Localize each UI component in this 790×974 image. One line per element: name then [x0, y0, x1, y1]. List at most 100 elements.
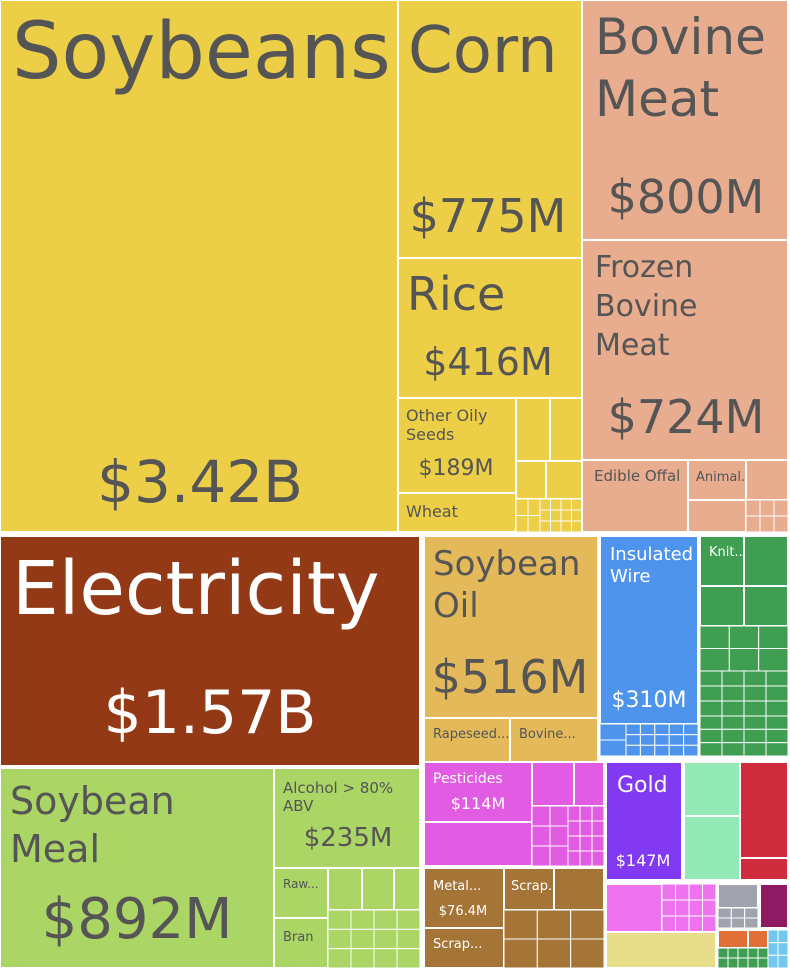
food-grid-tile	[327, 948, 352, 969]
label-electricity: Electricity	[12, 546, 380, 632]
tex-grid-c-tile	[721, 742, 745, 757]
animal-grid-tile	[745, 499, 761, 517]
food-grid-tile	[350, 948, 375, 969]
chem-grid-a-tile	[549, 845, 569, 867]
tile-veg-small	[515, 460, 547, 500]
tile-khaki	[605, 931, 717, 969]
label-soybean-meal-1: Meal	[10, 827, 100, 871]
pink-grid-tile	[661, 899, 676, 917]
tex-grid-c-tile	[721, 715, 745, 730]
chem-grid-a-tile	[531, 825, 551, 847]
gray-grid-tile	[744, 917, 759, 929]
value-rice: $416M	[423, 340, 553, 384]
label-frozen-bovine-meat-1: Bovine	[595, 289, 698, 324]
veg-grid-b-tile	[571, 520, 583, 533]
tile-food-small	[361, 867, 395, 911]
misc-green-grid-tile	[727, 947, 739, 959]
tex-grid-b-tile	[699, 700, 723, 717]
tile-scrap-b	[503, 867, 555, 911]
tile-electricity	[0, 535, 421, 767]
misc-green-grid-tile	[727, 957, 739, 969]
tile-scrap-a	[423, 927, 505, 969]
label-insulated-wire-1: Wire	[610, 566, 650, 587]
tex-grid-b-tile	[721, 685, 745, 702]
tile-bran	[273, 917, 329, 969]
tile-chem	[423, 821, 533, 867]
misc-green-grid-tile	[757, 957, 769, 969]
tex-grid-a-tile	[699, 625, 730, 649]
tile-soybeans	[0, 0, 399, 533]
food-grid-tile	[327, 928, 352, 950]
label-corn: Corn	[408, 14, 558, 88]
mach-grid-b-tile	[683, 723, 699, 736]
lightblue-grid-tile	[777, 954, 789, 969]
chem-grid-b-tile	[567, 805, 581, 822]
gray-grid-tile	[717, 917, 732, 929]
tex-grid-c-tile	[743, 715, 767, 730]
misc-green-grid-tile	[717, 957, 729, 969]
tex-grid-a-tile	[728, 648, 760, 672]
lightblue-grid-tile	[777, 929, 789, 944]
chem-grid-b-tile	[579, 850, 593, 867]
tile-metal	[423, 867, 505, 929]
pink-grid-tile	[675, 915, 690, 933]
lightblue-grid-tile	[777, 942, 789, 956]
tile-corn	[397, 0, 583, 259]
tile-animal	[687, 459, 747, 501]
lightblue-grid-tile	[767, 942, 779, 956]
lightblue-grid-tile	[767, 954, 779, 969]
food-grid-tile	[373, 928, 398, 950]
label-gold: Gold	[617, 773, 668, 798]
veg-grid-a-tile	[527, 498, 541, 516]
tile-orange	[717, 929, 749, 949]
value-gold: $147M	[616, 851, 671, 870]
value-soybeans: $3.42B	[97, 448, 303, 516]
mach-grid-b-tile	[625, 734, 641, 746]
mach-grid-b-tile	[625, 723, 641, 736]
tex-grid-c-tile	[699, 728, 723, 744]
tile-bovine-fat	[509, 717, 599, 767]
tex-grid-b-tile	[765, 670, 789, 687]
mach-grid-b-tile	[639, 723, 656, 736]
veg-grid-b-tile	[560, 520, 572, 533]
misc-green-grid-tile	[737, 957, 749, 969]
label-metal: Metal...	[433, 879, 481, 894]
value-other-oily-seeds: $189M	[419, 456, 494, 481]
mach-grid-b-tile	[639, 734, 656, 746]
chem-grid-a-tile	[531, 845, 551, 867]
animal-grid-tile	[759, 515, 775, 533]
veg-grid-b-tile	[539, 498, 551, 511]
tile-mint	[683, 761, 741, 817]
label-rice: Rice	[407, 267, 505, 321]
mach-grid-b-tile	[683, 744, 699, 757]
veg-grid-b-tile	[550, 520, 562, 533]
mach-grid-a-tile	[599, 723, 627, 741]
label-frozen-bovine-meat-2: Meat	[595, 328, 670, 363]
tile-plum	[759, 883, 789, 929]
lightblue-grid-tile	[767, 929, 779, 944]
veg-grid-b-tile	[550, 498, 562, 511]
pink-grid-tile	[688, 915, 703, 933]
mach-grid-b-tile	[639, 744, 656, 757]
misc-green-grid-tile	[747, 947, 759, 959]
tile-textile	[743, 535, 789, 587]
label-knit: Knit...	[709, 545, 747, 560]
metal-grid-tile	[536, 938, 572, 969]
label-insulated-wire-0: Insulated	[610, 544, 693, 565]
veg-grid-b-tile	[571, 509, 583, 522]
tile-insulated-wire	[599, 535, 699, 725]
value-soybean-meal: $892M	[42, 887, 233, 952]
tex-grid-c-tile	[699, 742, 723, 757]
tile-mint	[683, 815, 741, 881]
mach-grid-b-tile	[668, 744, 685, 757]
animal-grid-tile	[773, 499, 789, 517]
tex-grid-b-tile	[765, 700, 789, 717]
tex-grid-a-tile	[728, 625, 760, 649]
misc-green-grid-tile	[757, 947, 769, 959]
label-bovine-fat: Bovine...	[519, 727, 576, 742]
chem-grid-a-tile	[549, 805, 569, 827]
tile-pesticides	[423, 761, 533, 823]
veg-grid-b-tile	[550, 509, 562, 522]
label-pesticides: Pesticides	[433, 771, 503, 787]
